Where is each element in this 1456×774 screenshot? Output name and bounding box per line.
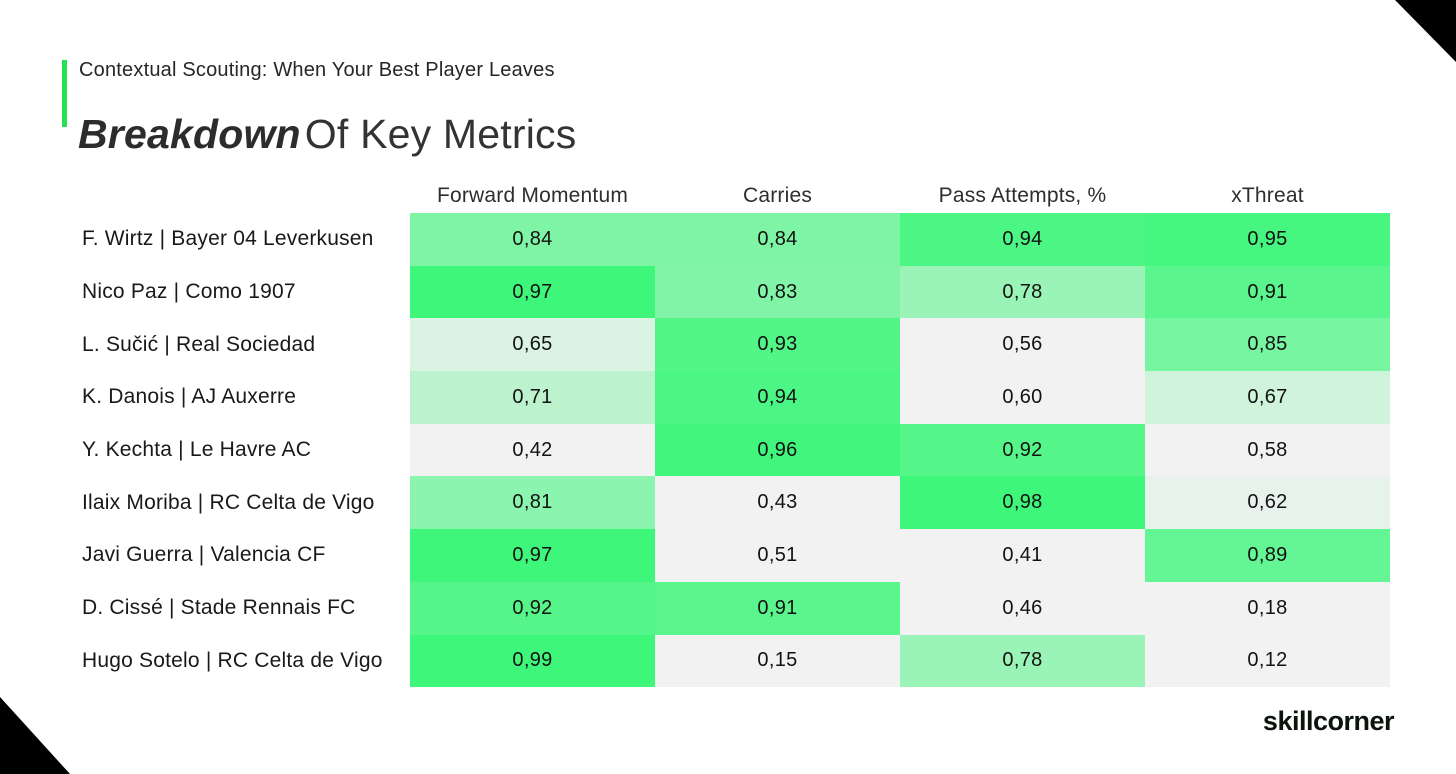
table-row: D. Cissé | Stade Rennais FC 0,92 0,91 0,46 0… [0,581,1390,635]
page-title-emphasis: Breakdown [78,111,301,158]
column-headers: Forward Momentum Carries Pass Attempts, % x… [410,174,1390,208]
table-row: Ilaix Moriba | RC Celta de Vigo 0,81 0,43 0… [0,476,1390,530]
table-row: L. Sučić | Real Sociedad 0,65 0,93 0,56 0,85 [0,318,1390,372]
metric-cell: 0,46 [900,581,1145,635]
metric-cell: 0,42 [410,423,655,477]
title-accent-bar [62,60,67,127]
metric-cell: 0,78 [900,265,1145,319]
metric-cell: 0,18 [1145,581,1390,635]
metric-cell: 0,85 [1145,318,1390,372]
metric-cell: 0,99 [410,634,655,688]
player-label: F. Wirtz | Bayer 04 Leverkusen [82,227,374,251]
table-row: Javi Guerra | Valencia CF 0,97 0,51 0,41 0,8… [0,529,1390,582]
metric-cell: 0,97 [410,529,655,582]
metric-cell: 0,91 [1145,265,1390,319]
metric-cell: 0,65 [410,318,655,372]
player-label: Nico Paz | Como 1907 [82,280,296,304]
metric-cell: 0,93 [655,318,900,372]
corner-triangle-bottom-left [0,697,70,774]
player-label: Y. Kechta | Le Havre AC [82,438,312,462]
metric-cell: 0,51 [655,529,900,582]
page-title: BreakdownOf Key Metrics [78,111,576,158]
column-header: Forward Momentum [436,184,629,207]
column-header: Pass Attempts, % [938,184,1107,207]
metric-cell: 0,62 [1145,476,1390,530]
metric-cell: 0,92 [410,581,655,635]
metric-cell: 0,91 [655,581,900,635]
metric-cell: 0,94 [900,213,1145,266]
skillcorner-logo: skillcorner [1262,706,1395,736]
metric-cell: 0,89 [1145,529,1390,582]
player-label: D. Cissé | Stade Rennais FC [82,596,356,620]
metric-cell: 0,84 [410,213,655,266]
player-label: Ilaix Moriba | RC Celta de Vigo [82,490,375,514]
metric-cell: 0,78 [900,634,1145,688]
metric-cell: 0,56 [900,318,1145,372]
page-title-rest: Of Key Metrics [304,111,577,158]
metric-cell: 0,96 [655,423,900,477]
table-row: Hugo Sotelo | RC Celta de Vigo 0,99 0,15 0,… [0,634,1390,688]
player-label: L. Sučić | Real Sociedad [82,332,316,356]
table-row: Y. Kechta | Le Havre AC 0,42 0,96 0,92 0,58 [0,423,1390,477]
player-label: Javi Guerra | Valencia CF [82,543,326,567]
metric-cell: 0,15 [655,634,900,688]
metric-cell: 0,12 [1145,634,1390,688]
metric-cell: 0,81 [410,476,655,530]
player-label: Hugo Sotelo | RC Celta de Vigo [82,648,383,672]
column-header: xThreat [1231,184,1304,207]
metric-cell: 0,94 [655,371,900,424]
table-row: F. Wirtz | Bayer 04 Leverkusen 0,84 0,84 0,… [0,213,1390,266]
kicker-text: Contextual Scouting: When Your Best Play… [79,59,555,81]
metric-cell: 0,92 [900,423,1145,477]
metric-cell: 0,71 [410,371,655,424]
metric-cell: 0,98 [900,476,1145,530]
metric-cell: 0,83 [655,265,900,319]
player-label: K. Danois | AJ Auxerre [82,385,297,409]
metric-cell: 0,84 [655,213,900,266]
metric-cell: 0,95 [1145,213,1390,266]
table-row: Nico Paz | Como 1907 0,97 0,83 0,78 0,91 [0,265,1390,319]
metric-cell: 0,97 [410,265,655,319]
column-header: Carries [742,184,813,207]
metrics-table: F. Wirtz | Bayer 04 Leverkusen 0,84 0,84 0,… [0,213,1390,688]
table-row: K. Danois | AJ Auxerre 0,71 0,94 0,60 0,67 [0,371,1390,424]
metric-cell: 0,43 [655,476,900,530]
metric-cell: 0,41 [900,529,1145,582]
metric-cell: 0,58 [1145,423,1390,477]
metric-cell: 0,60 [900,371,1145,424]
metric-cell: 0,67 [1145,371,1390,424]
corner-triangle-top-right [1395,0,1456,62]
